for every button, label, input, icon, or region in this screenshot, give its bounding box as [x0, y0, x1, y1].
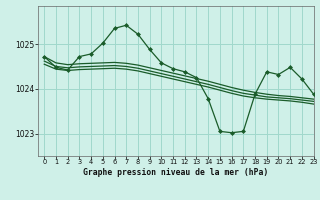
- X-axis label: Graphe pression niveau de la mer (hPa): Graphe pression niveau de la mer (hPa): [84, 168, 268, 177]
